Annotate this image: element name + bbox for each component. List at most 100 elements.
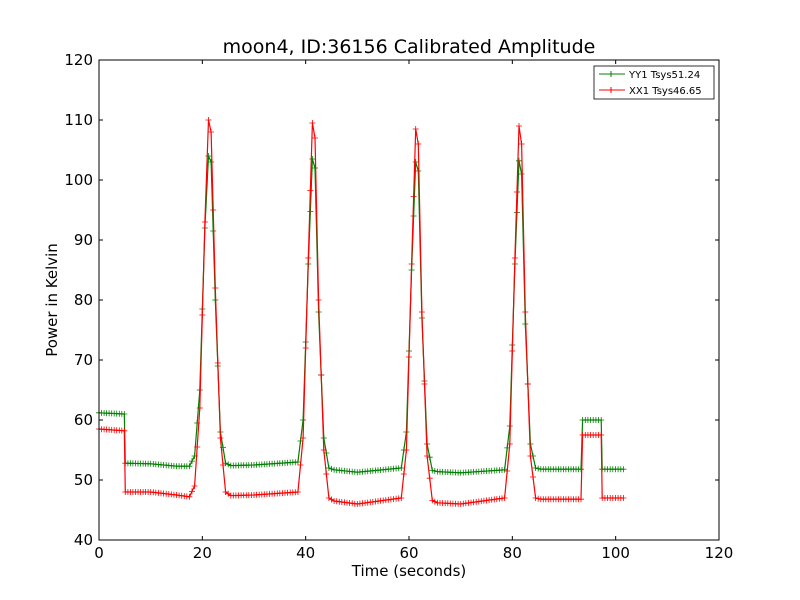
data-point-marker <box>398 465 405 471</box>
legend: YY1 Tsys51.24 XX1 Tsys46.65 <box>593 65 715 100</box>
x-tick-label: 80 <box>503 544 522 562</box>
y-tick-label: 40 <box>74 531 93 549</box>
data-point-marker <box>220 462 226 468</box>
data-point-marker <box>186 493 193 500</box>
data-point-marker <box>518 171 525 177</box>
data-point-marker <box>309 120 316 126</box>
data-point-marker <box>312 165 318 171</box>
y-tick-label: 50 <box>74 471 93 489</box>
data-point-marker <box>429 467 436 474</box>
data-point-marker <box>532 495 539 501</box>
data-point-marker <box>318 372 325 378</box>
data-point-marker <box>217 435 224 441</box>
plot-area <box>99 60 719 540</box>
data-point-marker <box>514 189 520 195</box>
data-point-marker <box>325 465 332 471</box>
data-point-marker <box>307 187 314 194</box>
data-point-marker <box>300 435 307 441</box>
data-point-marker <box>333 498 340 505</box>
data-point-marker <box>315 297 322 303</box>
data-point-marker <box>478 498 485 505</box>
data-point-marker <box>294 459 301 465</box>
data-point-marker <box>189 488 195 495</box>
x-tick-label: 20 <box>193 544 212 562</box>
data-point-marker <box>297 462 304 468</box>
data-point-marker <box>375 498 381 505</box>
data-point-marker <box>406 354 412 360</box>
data-point-marker <box>186 463 193 470</box>
data-point-marker <box>408 261 415 267</box>
data-point-marker <box>530 474 536 480</box>
ticks-layer: 0 20 40 60 80 100 120 40 50 60 70 80 90 100 110 120 <box>64 51 733 562</box>
data-point-marker <box>418 309 425 315</box>
series-layer <box>96 117 627 507</box>
data-point-marker <box>535 465 542 472</box>
y-tick-label: 60 <box>74 411 93 429</box>
data-point-marker <box>189 458 195 465</box>
data-point-marker <box>412 126 419 132</box>
x-tick-label: 40 <box>296 544 315 562</box>
x-axis-label: Time (seconds) <box>351 562 467 580</box>
data-point-marker <box>431 498 438 505</box>
data-point-marker <box>527 453 534 459</box>
data-point-marker <box>208 129 215 135</box>
data-point-marker <box>598 432 605 438</box>
legend-label-yy1: YY1 Tsys51.24 <box>628 70 700 81</box>
data-point-marker <box>121 427 128 434</box>
data-point-marker <box>578 466 584 473</box>
data-point-marker <box>194 444 201 450</box>
y-tick-label: 100 <box>64 171 93 189</box>
data-point-marker <box>309 156 316 162</box>
data-point-marker <box>429 497 436 504</box>
legend-marker-yy1 <box>608 71 614 77</box>
data-point-marker <box>620 495 627 501</box>
y-tick-label: 110 <box>64 111 93 129</box>
data-point-marker <box>398 495 405 501</box>
data-point-marker <box>501 466 508 473</box>
data-point-marker <box>511 255 518 261</box>
data-point-marker <box>426 475 433 482</box>
data-point-marker <box>431 468 438 474</box>
data-point-marker <box>196 405 203 411</box>
data-point-marker <box>518 141 525 147</box>
chart-title: moon4, ID:36156 Calibrated Amplitude <box>223 36 596 58</box>
legend-box <box>593 65 715 100</box>
legend-marker-xx1 <box>608 87 614 93</box>
data-point-marker <box>199 312 206 318</box>
data-point-marker <box>312 135 318 141</box>
data-point-marker <box>516 123 522 129</box>
plot-frame <box>98 59 720 541</box>
y-axis-label: Power in Kelvin <box>43 243 61 357</box>
data-point-marker <box>524 381 531 387</box>
x-tick-label: 120 <box>705 544 734 562</box>
data-point-marker <box>509 348 516 354</box>
data-point-marker <box>400 471 407 477</box>
data-point-marker <box>516 157 522 164</box>
legend-label-xx1: XX1 Tsys46.65 <box>629 86 702 97</box>
data-point-marker <box>191 483 198 489</box>
data-point-marker <box>349 500 356 507</box>
data-point-marker <box>121 411 128 417</box>
series-xx1 <box>96 117 627 507</box>
y-tick-label: 90 <box>74 231 93 249</box>
data-point-marker <box>514 209 520 216</box>
y-tick-label: 80 <box>74 291 93 309</box>
data-point-marker <box>205 153 212 159</box>
data-point-marker <box>225 461 232 468</box>
data-point-marker <box>294 489 301 495</box>
data-point-marker <box>532 465 539 471</box>
data-point-marker <box>325 495 332 501</box>
x-tick-label: 100 <box>601 544 630 562</box>
data-point-marker <box>341 499 348 506</box>
data-point-marker <box>328 465 335 472</box>
data-point-marker <box>522 309 529 315</box>
data-point-marker <box>305 255 312 261</box>
data-point-marker <box>208 159 215 165</box>
data-point-marker <box>506 441 513 447</box>
data-point-marker <box>212 285 219 291</box>
y-tick-label: 70 <box>74 351 93 369</box>
data-point-marker <box>535 495 542 502</box>
data-point-marker <box>328 496 335 503</box>
data-point-marker <box>302 345 309 351</box>
